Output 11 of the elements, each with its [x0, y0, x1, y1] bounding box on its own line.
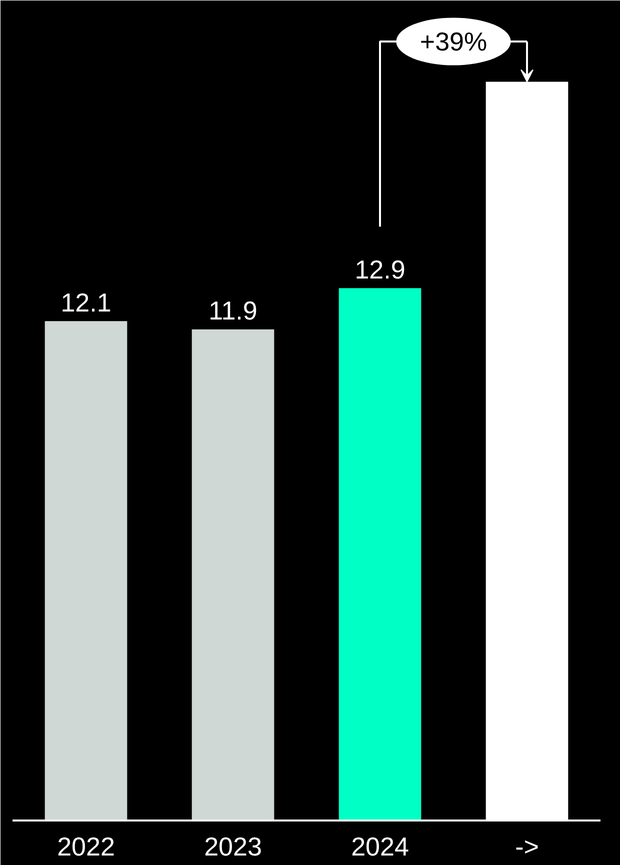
bar: [192, 329, 274, 820]
x-tick-label: 2024: [351, 832, 409, 862]
data-label: 12.1: [60, 287, 112, 318]
data-label: 12.9: [354, 254, 406, 284]
x-tick-label: 2023: [204, 832, 262, 862]
bar: [338, 288, 422, 820]
bar: [44, 321, 128, 820]
x-tick-label: ->: [515, 832, 539, 862]
text: +39%: [420, 26, 488, 56]
data-label: 11.9: [208, 296, 258, 326]
x-tick-label: 2022: [57, 832, 115, 862]
